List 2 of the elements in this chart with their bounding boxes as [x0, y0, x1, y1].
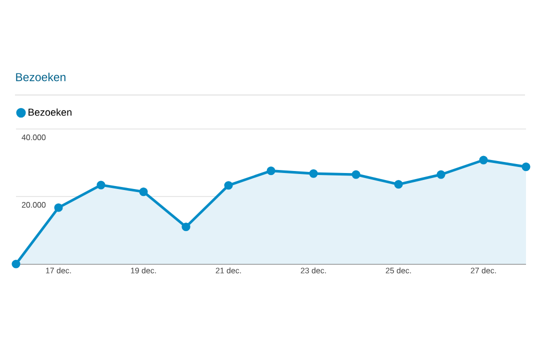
chart-title: Bezoeken [16, 72, 66, 82]
legend-label: Bezoeken [28, 108, 72, 116]
